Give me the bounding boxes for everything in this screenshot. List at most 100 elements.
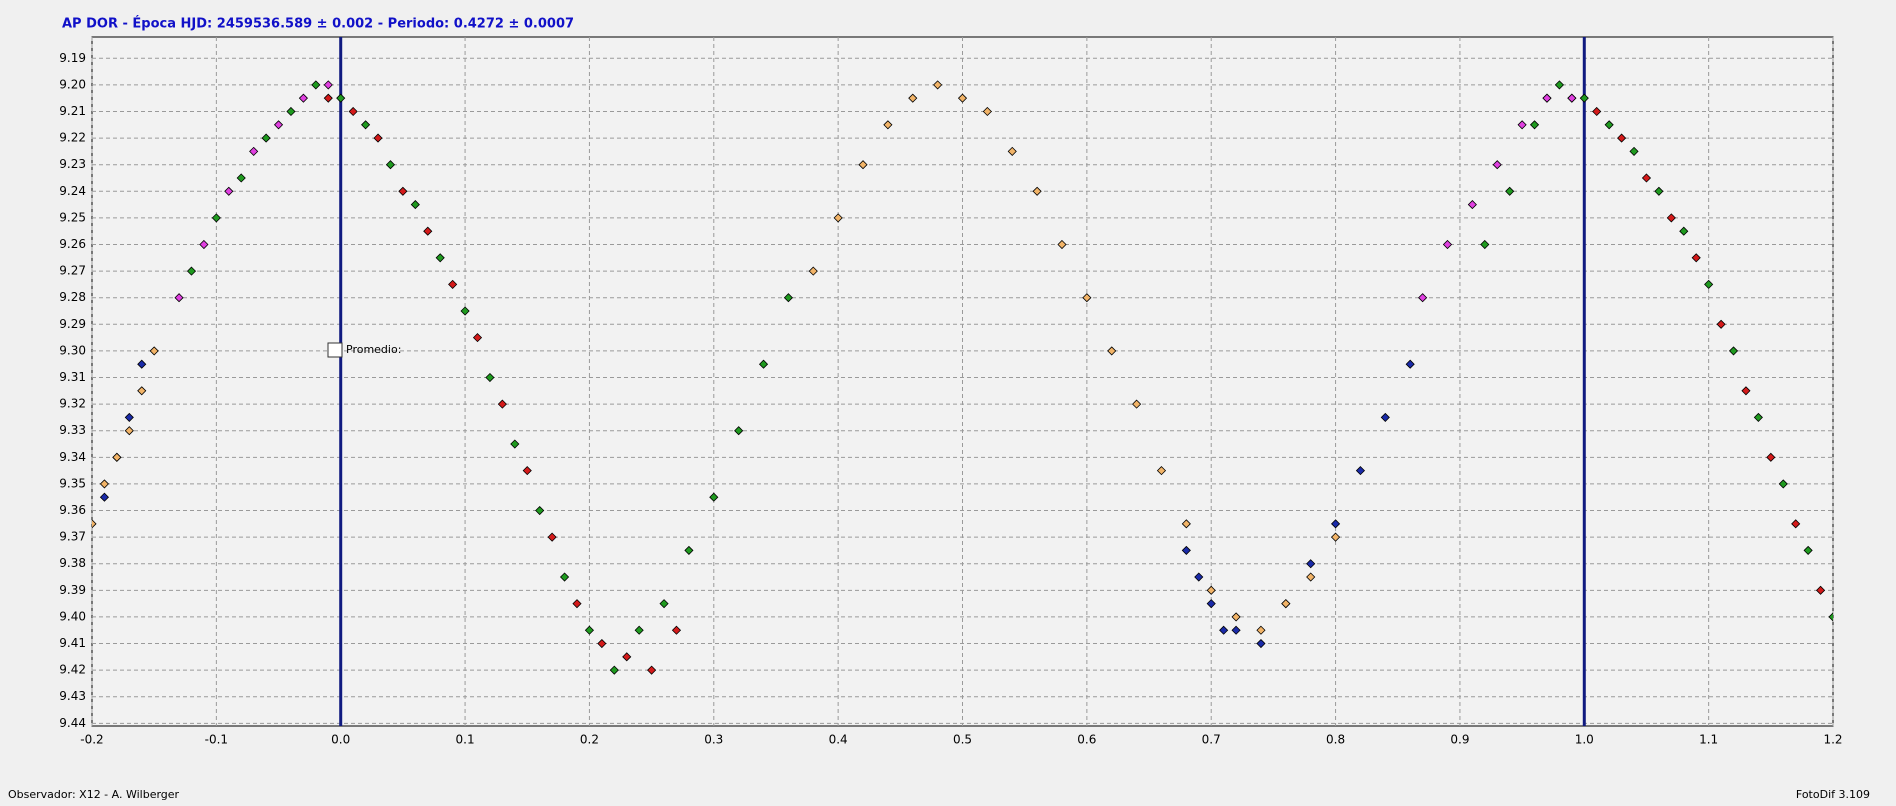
x-tick-label: -0.2 [80, 733, 103, 747]
data-point [1666, 213, 1676, 223]
y-tick-label: 9.41 [59, 636, 86, 650]
x-tick-label: 0.7 [1202, 733, 1221, 747]
data-point [1791, 519, 1801, 529]
data-point [1704, 279, 1714, 289]
data-point [435, 253, 445, 263]
data-point [1617, 133, 1627, 143]
data-point [1380, 412, 1390, 422]
x-tick-label: 1.0 [1575, 733, 1594, 747]
data-point [1753, 412, 1763, 422]
checkbox[interactable] [327, 342, 343, 358]
x-tick-label: 0.1 [456, 733, 475, 747]
data-point [559, 572, 570, 582]
data-point [1728, 346, 1739, 356]
data-point [1156, 466, 1167, 476]
data-point [1641, 173, 1652, 183]
data-point [1007, 146, 1017, 156]
data-point [311, 80, 321, 90]
y-tick-label: 9.43 [59, 689, 86, 703]
y-tick-label: 9.25 [59, 210, 86, 224]
data-point [1517, 120, 1527, 130]
y-tick-label: 9.19 [59, 51, 86, 65]
y-tick-label: 9.39 [59, 583, 86, 597]
data-point [348, 106, 358, 117]
data-point [1741, 386, 1751, 396]
data-point [1629, 146, 1639, 156]
x-tick-label: 0.5 [953, 733, 972, 747]
data-point [423, 226, 433, 236]
y-tick-label: 9.35 [59, 476, 86, 490]
data-point [908, 93, 918, 103]
x-tick-label: 0.4 [829, 733, 848, 747]
x-tick-label: 0.2 [580, 733, 599, 747]
y-tick-label: 9.20 [59, 77, 86, 91]
data-point [957, 93, 968, 103]
data-point [1181, 519, 1191, 529]
data-point [522, 466, 532, 476]
data-point [1778, 479, 1788, 489]
y-tick-label: 9.28 [59, 290, 86, 304]
data-point [933, 80, 943, 90]
data-point [236, 173, 246, 183]
data-point [385, 160, 396, 170]
data-point [1567, 93, 1577, 103]
data-point [1082, 293, 1092, 303]
x-tick-label: 0.9 [1450, 733, 1469, 747]
data-point [1057, 239, 1067, 250]
data-point [1181, 545, 1191, 555]
data-point [1691, 253, 1701, 263]
y-tick-label: 9.21 [59, 104, 86, 118]
data-point [1281, 599, 1291, 609]
data-point [410, 200, 420, 210]
data-point [1554, 80, 1564, 90]
data-point [883, 120, 893, 130]
y-tick-label: 9.22 [59, 131, 86, 145]
data-point [149, 346, 159, 356]
data-point [224, 186, 234, 196]
data-point [99, 479, 110, 489]
data-point [361, 120, 371, 130]
y-tick-label: 9.29 [59, 317, 86, 331]
data-point [535, 505, 545, 516]
data-point [671, 625, 682, 635]
data-point [1815, 585, 1826, 595]
points [92, 37, 1833, 726]
data-point [1418, 293, 1428, 303]
data-point [1492, 160, 1502, 170]
y-tick-label: 9.38 [59, 556, 86, 570]
data-point [833, 213, 843, 223]
data-point [1331, 519, 1341, 529]
y-tick-label: 9.30 [59, 343, 86, 357]
data-point [336, 93, 346, 103]
data-point [460, 306, 470, 316]
data-point [1679, 226, 1689, 236]
data-point [398, 186, 408, 196]
data-point [92, 519, 97, 529]
data-point [298, 93, 308, 103]
data-point [1219, 625, 1229, 635]
data-point [547, 532, 557, 542]
data-point [1480, 239, 1490, 250]
y-tick-label: 9.34 [59, 450, 86, 464]
data-point [1256, 638, 1266, 649]
x-tick-label: 0.3 [704, 733, 723, 747]
data-point [1206, 585, 1216, 595]
data-point [485, 372, 495, 383]
checkbox-label: Promedio: [346, 343, 401, 356]
data-point [174, 293, 184, 303]
data-point [99, 492, 110, 502]
x-tick-label: 1.1 [1699, 733, 1718, 747]
data-point [1442, 239, 1453, 250]
data-point [1132, 399, 1142, 409]
data-point [1542, 93, 1552, 103]
data-point [1206, 599, 1216, 609]
data-point [1529, 120, 1540, 130]
data-point [249, 146, 259, 156]
data-point [323, 93, 333, 103]
data-point [684, 545, 694, 555]
data-point [1505, 186, 1515, 196]
data-point [261, 133, 271, 143]
data-point [609, 665, 619, 675]
data-point [373, 133, 383, 143]
data-point [1231, 612, 1241, 622]
